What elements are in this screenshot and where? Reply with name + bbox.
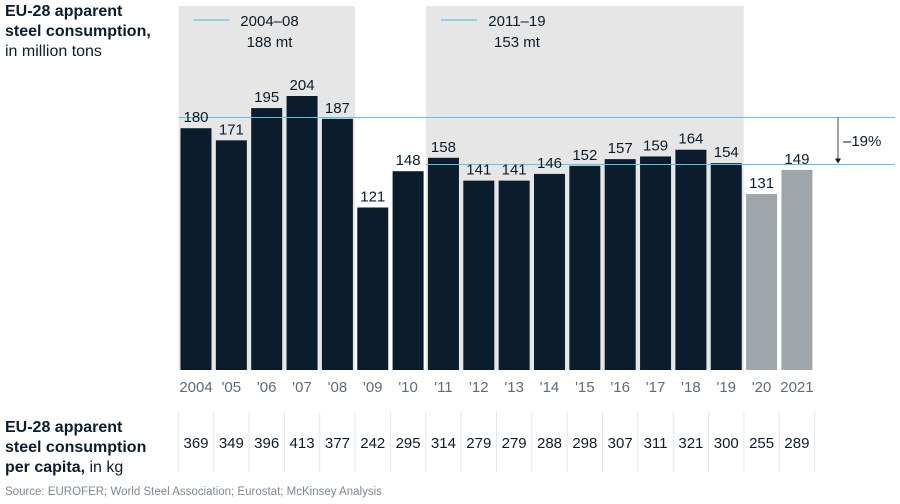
per-capita-title-line-1: EU-28 apparent xyxy=(5,419,123,436)
bar-6 xyxy=(392,171,424,370)
x-tick-label-16: '20 xyxy=(752,379,772,396)
title-line-1: EU-28 apparent xyxy=(5,3,123,20)
per-capita-value-7: 314 xyxy=(431,435,456,452)
per-capita-title: EU-28 apparent steel consumption per cap… xyxy=(5,418,146,478)
legend-average-1: 188 mt xyxy=(247,34,294,51)
bar-value-label-17: 149 xyxy=(784,151,809,168)
bar-8 xyxy=(463,180,495,370)
x-tick-label-2: '06 xyxy=(257,379,277,396)
legend-period-1: 2004–08 xyxy=(240,13,298,30)
bar-13 xyxy=(640,156,672,370)
x-tick-label-4: '08 xyxy=(328,379,348,396)
bar-value-label-6: 148 xyxy=(396,152,421,169)
bar-15 xyxy=(710,163,742,370)
per-capita-unit: in kg xyxy=(85,459,124,476)
per-capita-value-4: 377 xyxy=(325,435,350,452)
bar-11 xyxy=(569,165,601,370)
bar-value-label-0: 180 xyxy=(183,109,208,126)
per-capita-title-line-2: steel consumption xyxy=(5,439,147,456)
x-tick-label-12: '16 xyxy=(610,379,630,396)
chart-title: EU-28 apparent steel consumption, in mil… xyxy=(5,2,151,62)
title-unit: in million tons xyxy=(5,43,102,60)
per-capita-value-0: 369 xyxy=(183,435,208,452)
bar-value-label-1: 171 xyxy=(219,121,244,138)
per-capita-value-10: 288 xyxy=(537,435,562,452)
bar-5 xyxy=(357,207,389,370)
x-tick-label-13: '17 xyxy=(646,379,666,396)
bar-value-label-13: 159 xyxy=(643,137,668,154)
bar-7 xyxy=(427,157,459,370)
per-capita-value-8: 279 xyxy=(466,435,491,452)
x-tick-label-14: '18 xyxy=(681,379,701,396)
bar-16 xyxy=(746,194,778,370)
bar-value-label-8: 141 xyxy=(466,162,491,179)
bar-3 xyxy=(286,96,318,370)
bar-value-label-11: 152 xyxy=(572,147,597,164)
bar-1 xyxy=(215,140,247,370)
x-tick-label-8: '12 xyxy=(469,379,489,396)
bar-value-label-10: 146 xyxy=(537,155,562,172)
x-tick-label-1: '05 xyxy=(222,379,242,396)
per-capita-value-3: 413 xyxy=(290,435,315,452)
bar-value-label-15: 154 xyxy=(714,144,739,161)
x-tick-label-10: '14 xyxy=(540,379,560,396)
title-line-2: steel consumption, xyxy=(5,23,151,40)
per-capita-value-16: 255 xyxy=(749,435,774,452)
per-capita-value-17: 289 xyxy=(784,435,809,452)
bar-value-label-4: 187 xyxy=(325,100,350,117)
per-capita-value-12: 307 xyxy=(608,435,633,452)
bar-12 xyxy=(604,159,636,370)
per-capita-value-11: 298 xyxy=(572,435,597,452)
per-capita-value-15: 300 xyxy=(714,435,739,452)
bar-value-label-5: 121 xyxy=(360,188,385,205)
x-tick-label-0: 2004 xyxy=(179,379,212,396)
legend-period-2: 2011–19 xyxy=(488,13,545,30)
per-capita-title-line-3: per capita, xyxy=(5,459,86,476)
per-capita-value-2: 396 xyxy=(254,435,279,452)
per-capita-value-6: 295 xyxy=(396,435,421,452)
legend-average-2: 153 mt xyxy=(494,34,541,51)
per-capita-value-9: 279 xyxy=(502,435,527,452)
source-note: Source: EUROFER; World Steel Association… xyxy=(5,486,382,498)
change-label: –19% xyxy=(843,133,881,150)
bar-value-label-9: 141 xyxy=(502,162,527,179)
change-arrow-head xyxy=(835,158,841,164)
x-tick-label-6: '10 xyxy=(398,379,418,396)
bar-value-label-2: 195 xyxy=(254,89,279,106)
bar-value-label-7: 158 xyxy=(431,139,456,156)
per-capita-value-13: 311 xyxy=(644,435,668,452)
bar-9 xyxy=(498,180,530,370)
per-capita-value-1: 349 xyxy=(219,435,244,452)
x-tick-label-5: '09 xyxy=(363,379,383,396)
bar-value-label-12: 157 xyxy=(608,140,633,157)
x-tick-label-17: 2021 xyxy=(780,379,813,396)
per-capita-value-5: 242 xyxy=(360,435,385,452)
x-tick-label-9: '13 xyxy=(504,379,524,396)
bar-4 xyxy=(321,118,353,370)
bar-value-label-14: 164 xyxy=(678,131,703,148)
bar-14 xyxy=(675,149,707,370)
bar-value-label-3: 204 xyxy=(290,77,315,94)
x-tick-label-15: '19 xyxy=(716,379,736,396)
bar-value-label-16: 131 xyxy=(749,175,774,192)
x-tick-label-3: '07 xyxy=(292,379,312,396)
bar-0 xyxy=(180,128,212,370)
x-tick-label-7: '11 xyxy=(434,379,452,396)
bar-17 xyxy=(781,169,813,370)
per-capita-value-14: 321 xyxy=(678,435,703,452)
bar-2 xyxy=(251,108,283,371)
x-tick-label-11: '15 xyxy=(575,379,595,396)
bar-10 xyxy=(534,173,565,370)
